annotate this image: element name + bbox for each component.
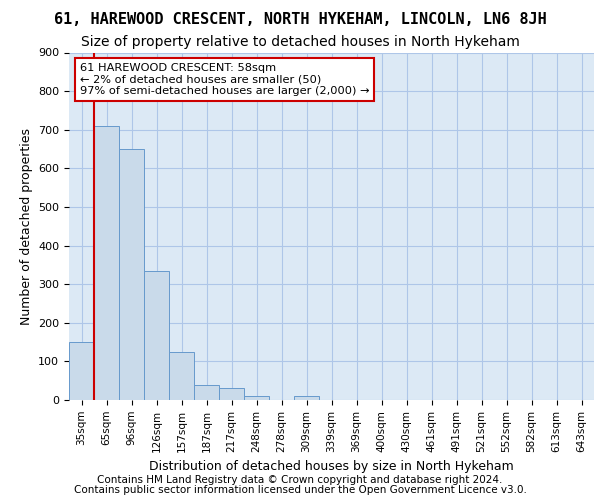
Bar [119, 149, 144, 400]
Bar [94, 126, 119, 400]
Bar [169, 352, 194, 400]
Bar [194, 384, 219, 400]
Bar [294, 396, 319, 400]
Y-axis label: Number of detached properties: Number of detached properties [20, 128, 32, 325]
Bar [69, 342, 94, 400]
Bar [244, 396, 269, 400]
Text: 61 HAREWOOD CRESCENT: 58sqm
← 2% of detached houses are smaller (50)
97% of semi: 61 HAREWOOD CRESCENT: 58sqm ← 2% of deta… [79, 63, 369, 96]
Bar [219, 388, 244, 400]
Text: 61, HAREWOOD CRESCENT, NORTH HYKEHAM, LINCOLN, LN6 8JH: 61, HAREWOOD CRESCENT, NORTH HYKEHAM, LI… [53, 12, 547, 28]
X-axis label: Distribution of detached houses by size in North Hykeham: Distribution of detached houses by size … [149, 460, 514, 473]
Text: Contains public sector information licensed under the Open Government Licence v3: Contains public sector information licen… [74, 485, 526, 495]
Text: Size of property relative to detached houses in North Hykeham: Size of property relative to detached ho… [80, 35, 520, 49]
Bar [144, 270, 169, 400]
Text: Contains HM Land Registry data © Crown copyright and database right 2024.: Contains HM Land Registry data © Crown c… [97, 475, 503, 485]
